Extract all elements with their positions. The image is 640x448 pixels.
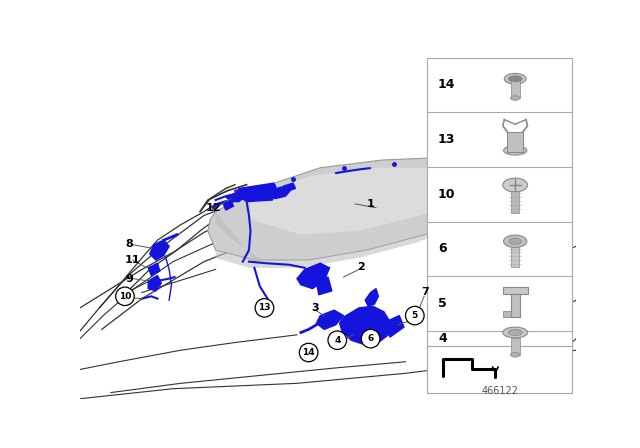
Text: 12: 12 bbox=[205, 203, 221, 213]
Polygon shape bbox=[216, 211, 262, 260]
Polygon shape bbox=[283, 183, 296, 192]
Polygon shape bbox=[340, 306, 390, 345]
Polygon shape bbox=[148, 276, 161, 291]
Circle shape bbox=[300, 343, 318, 362]
Polygon shape bbox=[216, 200, 510, 268]
Circle shape bbox=[406, 306, 424, 325]
Polygon shape bbox=[511, 294, 520, 318]
Text: 4: 4 bbox=[438, 332, 447, 345]
Text: 3: 3 bbox=[311, 303, 319, 313]
Bar bbox=[511, 338, 520, 355]
Text: 6: 6 bbox=[438, 242, 447, 255]
Text: 1: 1 bbox=[367, 199, 374, 209]
Circle shape bbox=[255, 299, 274, 317]
Ellipse shape bbox=[504, 146, 527, 155]
Text: 14: 14 bbox=[438, 78, 456, 91]
Polygon shape bbox=[499, 181, 510, 192]
Bar bbox=[428, 346, 572, 392]
Text: 11: 11 bbox=[125, 255, 140, 265]
Text: 466122: 466122 bbox=[481, 387, 518, 396]
Bar bbox=[508, 132, 523, 152]
Polygon shape bbox=[226, 191, 249, 202]
Polygon shape bbox=[316, 277, 332, 295]
Text: 2: 2 bbox=[358, 262, 365, 272]
Polygon shape bbox=[250, 168, 476, 235]
Text: 14: 14 bbox=[302, 348, 315, 357]
Text: 5: 5 bbox=[438, 297, 447, 310]
Circle shape bbox=[116, 287, 134, 306]
Polygon shape bbox=[316, 310, 344, 329]
Bar bbox=[511, 191, 519, 213]
Polygon shape bbox=[297, 263, 330, 289]
Polygon shape bbox=[503, 287, 527, 294]
Polygon shape bbox=[268, 187, 291, 198]
Polygon shape bbox=[208, 158, 518, 260]
Text: 5: 5 bbox=[412, 311, 418, 320]
Ellipse shape bbox=[503, 178, 527, 192]
Polygon shape bbox=[365, 289, 378, 306]
Text: 10: 10 bbox=[119, 292, 131, 301]
Ellipse shape bbox=[511, 96, 520, 100]
Text: 6: 6 bbox=[367, 334, 374, 343]
Text: 10: 10 bbox=[438, 188, 456, 201]
Ellipse shape bbox=[504, 235, 527, 247]
Text: 13: 13 bbox=[438, 133, 456, 146]
Polygon shape bbox=[239, 183, 278, 202]
Text: 8: 8 bbox=[125, 239, 132, 249]
Ellipse shape bbox=[508, 76, 522, 82]
Polygon shape bbox=[148, 263, 160, 276]
Bar bbox=[511, 79, 520, 98]
Bar bbox=[511, 247, 519, 267]
Text: 7: 7 bbox=[421, 288, 429, 297]
Ellipse shape bbox=[504, 73, 526, 84]
Ellipse shape bbox=[503, 327, 527, 338]
Polygon shape bbox=[150, 240, 169, 260]
Ellipse shape bbox=[509, 238, 522, 244]
Polygon shape bbox=[503, 311, 511, 318]
Polygon shape bbox=[223, 200, 234, 210]
Text: 9: 9 bbox=[125, 274, 133, 284]
Circle shape bbox=[362, 329, 380, 348]
Ellipse shape bbox=[508, 329, 522, 336]
Text: 4: 4 bbox=[334, 336, 340, 345]
Polygon shape bbox=[386, 315, 404, 337]
Text: 13: 13 bbox=[258, 303, 271, 312]
Bar bbox=[428, 58, 572, 392]
Circle shape bbox=[328, 331, 347, 349]
Ellipse shape bbox=[511, 353, 520, 357]
